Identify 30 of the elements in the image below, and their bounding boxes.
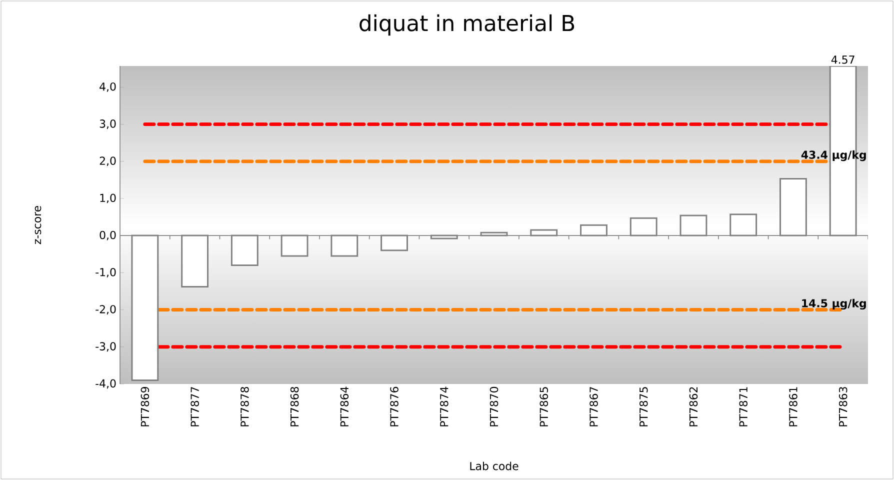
- x-tick-label: PT7871: [739, 387, 748, 426]
- chart-title: diquat in material B: [360, 14, 574, 36]
- y-tick-label: 3,0: [100, 120, 116, 129]
- x-tick-label: PT7865: [540, 387, 548, 426]
- y-tick-label: -3,0: [96, 342, 116, 352]
- x-tick-label: PT7874: [440, 386, 448, 426]
- x-tick-label: PT7870: [490, 386, 498, 426]
- data-label: 4.57: [831, 56, 854, 64]
- x-tick-label: PT7875: [639, 387, 648, 426]
- ref-line-label: 14.5 µg/kg: [802, 298, 866, 310]
- x-tick-label: PT7867: [590, 387, 598, 426]
- y-tick-label: 0,0: [100, 230, 116, 240]
- y-tick-label: 4,0: [100, 82, 116, 92]
- y-tick-label: 1,0: [100, 194, 116, 204]
- x-tick-label: PT7878: [240, 386, 249, 426]
- x-tick-label: PT7861: [789, 387, 798, 426]
- x-axis-title: Lab code: [470, 462, 518, 470]
- x-tick-label: PT7877: [190, 387, 199, 426]
- x-tick-label: PT7876: [390, 386, 398, 426]
- y-axis-title: z-score: [34, 206, 42, 244]
- y-tick-label: -4,0: [96, 379, 116, 389]
- x-tick-label: PT7869: [140, 386, 150, 426]
- y-tick-label: -1,0: [96, 268, 116, 278]
- y-tick-label: 2,0: [100, 156, 116, 166]
- x-tick-label: PT7864: [340, 386, 349, 426]
- y-tick-label: -2,0: [96, 305, 116, 314]
- ref-line-label: 43.4 µg/kg: [801, 150, 866, 162]
- x-tick-label: PT7868: [290, 386, 299, 426]
- x-tick-label: PT7862: [689, 387, 698, 426]
- x-tick-label: PT7863: [838, 387, 848, 426]
